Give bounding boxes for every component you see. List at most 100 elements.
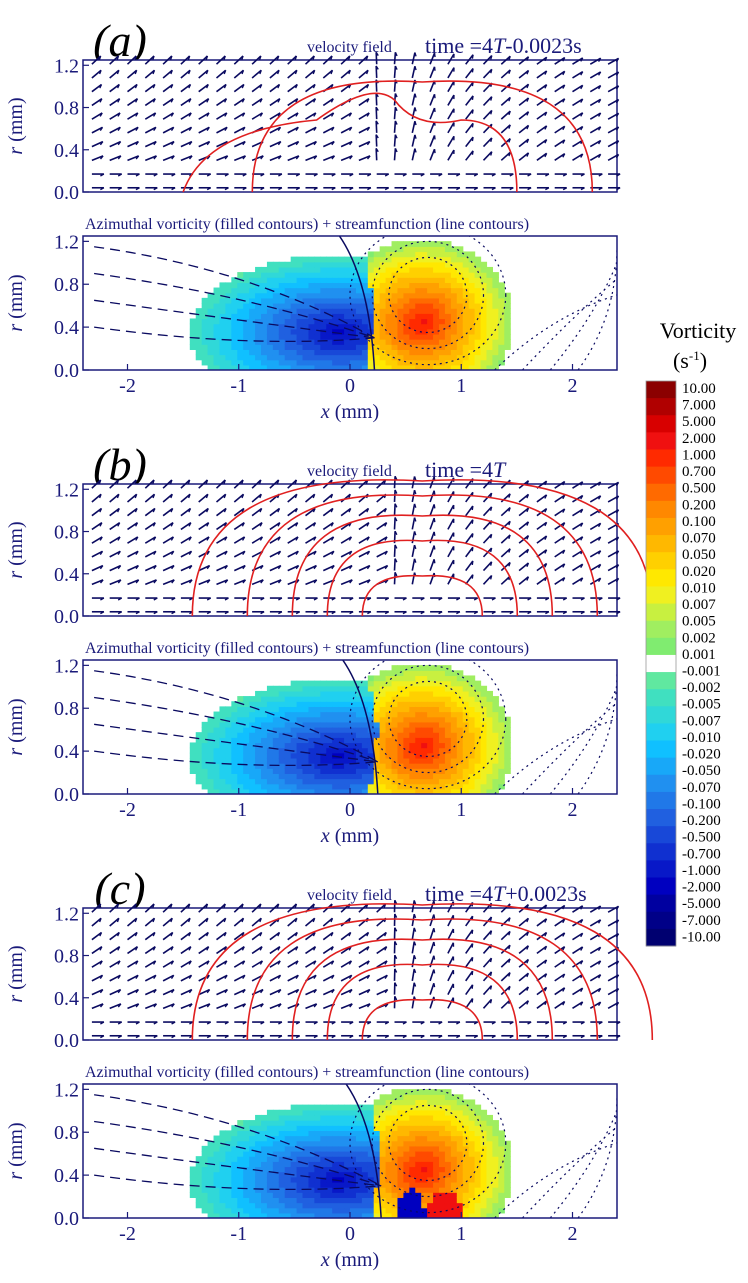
vorticity-cell [415, 333, 422, 340]
vorticity-cell [385, 783, 393, 790]
vorticity-cell [468, 287, 476, 294]
vorticity-cell [290, 696, 298, 702]
velocity-arrowhead [153, 173, 158, 177]
velocity-arrow [411, 900, 416, 913]
vorticity-cell [225, 1176, 232, 1183]
vorticity-cell [284, 783, 292, 790]
velocity-arrow [269, 960, 281, 968]
vorticity-cell [296, 773, 304, 780]
velocity-arrow [251, 946, 263, 955]
vorticity-cell [361, 685, 369, 692]
vorticity-cell [450, 272, 458, 278]
vorticity-cell [225, 727, 232, 733]
vorticity-cell [373, 313, 381, 320]
vorticity-cell [379, 287, 387, 294]
vorticity-cell [344, 1104, 351, 1111]
velocity-arrow [447, 942, 455, 954]
vorticity-cell [433, 287, 440, 294]
vorticity-cell [498, 742, 505, 749]
vorticity-cell [474, 333, 482, 340]
vorticity-cell [195, 1161, 203, 1168]
velocity-arrow [411, 996, 416, 1009]
vorticity-cell [456, 701, 464, 707]
velocity-arrow [322, 960, 335, 968]
velocity-arrowhead [260, 1035, 265, 1039]
vorticity-cell [308, 359, 315, 366]
velocity-arrow [340, 946, 352, 955]
vorticity-cell [201, 354, 209, 361]
vorticity-cell [195, 757, 203, 764]
vorticity-cell [314, 763, 321, 769]
vorticity-cell [255, 1171, 262, 1178]
vorticity-cell [261, 711, 268, 718]
vorticity-cell [338, 1120, 345, 1126]
velocity-arrowhead [394, 572, 398, 577]
vorticity-cell [355, 1161, 363, 1168]
velocity-arrow [340, 960, 352, 968]
vorticity-cell [391, 1099, 399, 1106]
vorticity-cell [504, 344, 511, 350]
vorticity-cell [255, 783, 262, 790]
velocity-arrow [305, 140, 317, 148]
vorticity-cell [290, 313, 298, 320]
vorticity-cell [266, 313, 274, 320]
vorticity-cell [243, 711, 250, 718]
velocity-arrowhead [580, 71, 584, 76]
vorticity-cell [474, 308, 482, 314]
vorticity-cell [373, 277, 381, 283]
velocity-arrow [447, 149, 455, 161]
vorticity-cell [474, 256, 482, 263]
vorticity-cell [344, 1109, 351, 1116]
vorticity-cell [249, 783, 256, 790]
velocity-arrow [162, 550, 175, 558]
velocity-arrow [589, 71, 602, 79]
vorticity-cell [480, 344, 488, 350]
vorticity-cell [255, 344, 262, 350]
velocity-arrow [500, 903, 511, 913]
vorticity-cell [320, 742, 327, 749]
vorticity-cell [397, 1156, 404, 1162]
velocity-arrow [340, 974, 353, 982]
vorticity-cell [314, 1109, 321, 1116]
velocity-arrowhead [616, 173, 621, 177]
velocity-arrowhead [597, 98, 602, 104]
vorticity-cell [308, 292, 315, 299]
vorticity-cell [415, 778, 422, 785]
vorticity-cell [450, 690, 458, 697]
velocity-arrowhead [134, 522, 139, 527]
vorticity-cell [284, 261, 292, 268]
vorticity-cell [266, 1109, 274, 1116]
vorticity-cell [278, 757, 286, 764]
vorticity-cell [350, 763, 357, 769]
velocity-arrow [269, 126, 281, 134]
vorticity-cell [350, 328, 357, 335]
vorticity-cell [261, 773, 268, 780]
vorticity-cell [326, 287, 333, 294]
vorticity-cell [302, 685, 310, 692]
velocity-arrowhead [366, 536, 370, 541]
velocity-arrow [465, 81, 474, 93]
velocity-arrowhead [313, 974, 317, 980]
vorticity-cell [379, 1207, 387, 1214]
vorticity-title: Azimuthal vorticity (filled contours) + … [85, 1064, 529, 1081]
vorticity-cell [249, 313, 256, 320]
vorticity-cell [344, 354, 351, 361]
velocity-arrow [287, 536, 299, 544]
vorticity-cell [427, 670, 434, 677]
vorticity-cell [344, 685, 351, 692]
velocity-arrow [109, 112, 121, 120]
vorticity-cell [379, 737, 387, 744]
vorticity-cell [439, 773, 446, 780]
vorticity-cell [373, 354, 381, 361]
velocity-arrow [447, 997, 455, 1009]
vorticity-cell [278, 696, 286, 702]
vorticity-cell [296, 359, 304, 366]
vorticity-cell [326, 318, 333, 325]
vorticity-cell [450, 763, 458, 769]
vorticity-cell [326, 773, 333, 780]
vorticity-cell [284, 277, 292, 283]
velocity-arrowhead [348, 69, 351, 75]
vorticity-cell [290, 768, 298, 774]
x-tick-label: 1 [456, 799, 466, 821]
vorticity-cell [427, 297, 434, 304]
